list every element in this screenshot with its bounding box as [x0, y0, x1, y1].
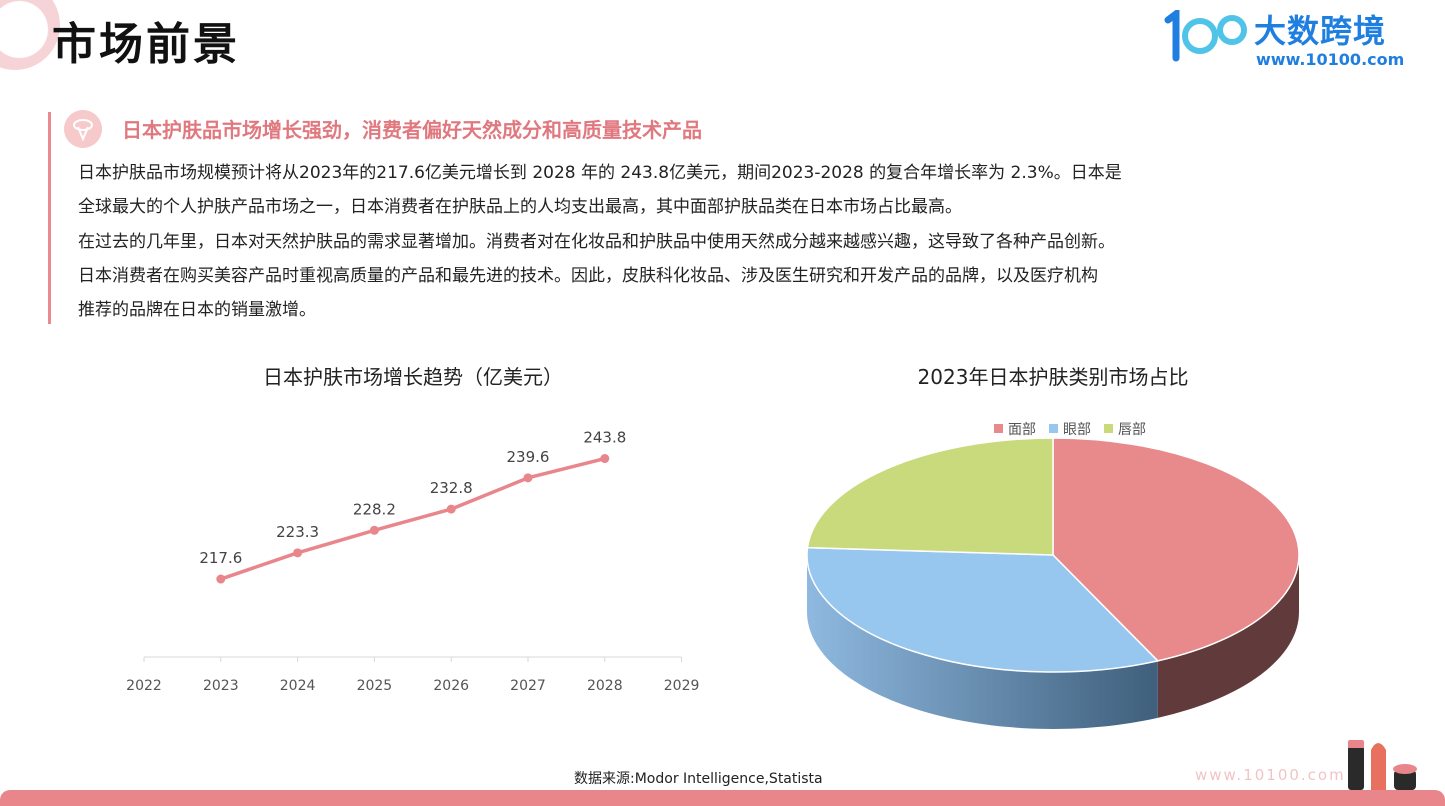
data-label: 232.8: [430, 479, 473, 497]
data-label: 223.3: [276, 523, 319, 541]
data-source: 数据来源:Modor Intelligence,Statista: [574, 771, 823, 787]
pie-chart-title: 2023年日本护肤类别市场占比: [918, 365, 1189, 389]
x-tick-label: 2029: [664, 678, 700, 694]
x-tick-label: 2023: [203, 678, 239, 694]
x-tick-label: 2022: [126, 678, 162, 694]
page-title: 市场前景: [52, 19, 240, 70]
brand-logo: 大数跨境 www.10100.com: [1162, 6, 1412, 72]
data-label: 243.8: [583, 429, 626, 447]
data-point: [369, 525, 379, 535]
x-tick-label: 2024: [280, 678, 316, 694]
line-chart-title: 日本护肤市场增长趋势（亿美元）: [263, 365, 563, 389]
legend-swatch: [1049, 424, 1058, 433]
pie-chart: 2023年日本护肤类别市场占比 面部 眼部 唇部: [806, 365, 1300, 729]
accent-bar: [48, 112, 51, 324]
body-text: 日本护肤品市场规模预计将从2023年的217.6亿美元增长到 2028 年的 2…: [78, 156, 1338, 327]
pie-side-眼部: [806, 555, 1158, 729]
pie-side-面部: [1157, 555, 1299, 718]
data-label: 228.2: [353, 500, 396, 518]
cosmetics-illustration-icon: [1348, 740, 1417, 790]
legend-swatch: [1104, 424, 1113, 433]
legend-label: 面部: [1008, 422, 1036, 438]
legend-swatch: [994, 424, 1003, 433]
data-point: [293, 548, 303, 558]
section-heading: 日本护肤品市场增长强劲，消费者偏好天然成分和高质量技术产品: [122, 118, 702, 142]
data-point: [600, 454, 610, 464]
paragraph-line: 在过去的几年里，日本对天然护肤品的需求显著增加。消费者对在化妆品和护肤品中使用天…: [78, 231, 1115, 252]
x-tick-label: 2026: [433, 678, 469, 694]
data-point: [523, 473, 533, 483]
legend-label: 唇部: [1118, 422, 1146, 438]
logo-url[interactable]: www.10100.com: [1256, 50, 1405, 69]
footer-url[interactable]: www.10100.com: [1195, 766, 1346, 784]
pie-slice-唇部: [806, 437, 1054, 556]
logo-mark-icon: [1164, 10, 1247, 62]
logo-name: 大数跨境: [1254, 12, 1387, 50]
pie-slice-面部: [1052, 437, 1300, 662]
data-point: [216, 574, 226, 584]
series-line: [220, 456, 606, 581]
paragraph-line: 全球最大的个人护肤产品市场之一，日本消费者在护肤品上的人均支出最高，其中面部护肤…: [78, 197, 962, 218]
bottom-band: [0, 790, 1445, 806]
x-tick-label: 2028: [587, 678, 623, 694]
data-point: [446, 504, 456, 514]
lipstick-icon: [64, 110, 102, 148]
pie-slice-眼部: [806, 546, 1160, 673]
legend-label: 眼部: [1063, 422, 1091, 438]
x-tick-label: 2027: [510, 678, 546, 694]
x-tick-label: 2025: [357, 678, 393, 694]
paragraph-line: 日本消费者在购买美容产品时重视高质量的产品和最先进的技术。因此，皮肤科化妆品、涉…: [78, 265, 1098, 286]
paragraph-line: 推荐的品牌在日本的销量激增。: [78, 300, 316, 321]
data-label: 239.6: [507, 448, 550, 466]
line-chart: 日本护肤市场增长趋势（亿美元） 2022 2023 2024 2025 2026 2027…: [126, 365, 699, 694]
data-label: 217.6: [199, 549, 242, 567]
paragraph-line: 日本护肤品市场规模预计将从2023年的217.6亿美元增长到 2028 年的 2…: [78, 163, 1122, 183]
